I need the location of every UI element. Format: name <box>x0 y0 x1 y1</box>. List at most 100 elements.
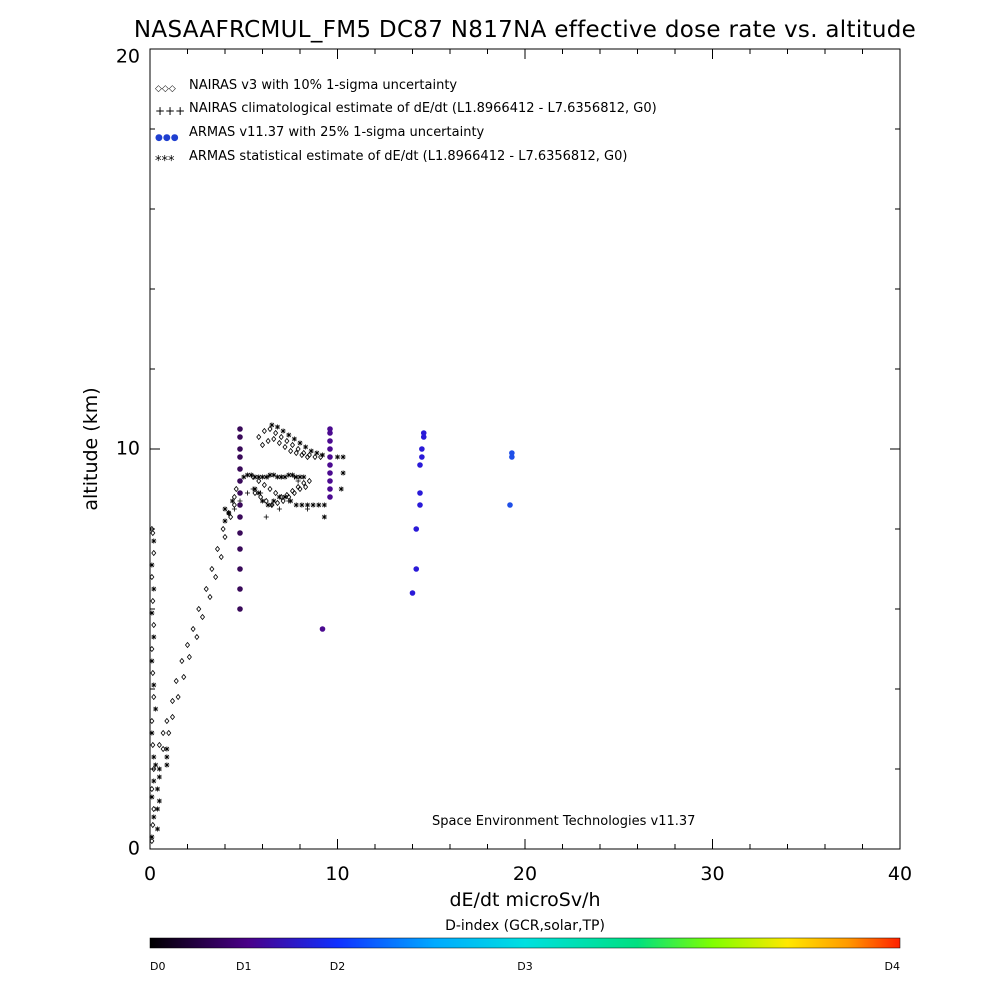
legend-symbol-nairas-clim: +++ <box>155 104 185 118</box>
armas-point <box>237 490 243 496</box>
colorbar-tick-label: D3 <box>517 960 532 973</box>
armas-stat-point <box>275 424 280 430</box>
nairas-v3-point <box>166 729 172 737</box>
armas-stat-point <box>260 498 265 504</box>
y-tick-label-20: 20 <box>116 46 140 68</box>
armas-point <box>327 462 333 468</box>
legend-label-nairas-v3: NAIRAS v3 with 10% 1-sigma uncertainty <box>189 78 457 93</box>
armas-point <box>507 502 513 508</box>
armas-stat-point <box>156 798 162 804</box>
axis-ticks <box>149 48 901 850</box>
armas-point <box>237 478 243 484</box>
legend-symbol-nairas-v3: ◇◇◇ <box>155 84 176 94</box>
armas-stat-point <box>271 498 277 504</box>
armas-stat-point <box>153 762 159 768</box>
armas-point <box>237 426 243 432</box>
armas-point <box>327 426 333 432</box>
nairas-v3-point <box>160 745 166 753</box>
armas-stat-point <box>301 474 307 480</box>
armas-point <box>327 470 333 476</box>
armas-point <box>237 530 243 536</box>
nairas-v3-point <box>179 657 185 665</box>
armas-stat-point <box>149 610 155 616</box>
nairas-v3-point <box>306 477 312 485</box>
armas-point <box>327 486 333 492</box>
nairas-v3-point <box>151 549 157 557</box>
nairas-v3-point <box>301 479 307 487</box>
armas-stat-point <box>265 502 271 508</box>
nairas-v3-point <box>209 565 215 573</box>
armas-stat-point <box>151 538 157 544</box>
armas-stat-point <box>291 436 297 442</box>
armas-stat-point <box>155 786 160 792</box>
nairas-v3-point <box>151 621 157 629</box>
armas-stat-point <box>303 444 309 450</box>
armas-stat-point <box>151 778 157 784</box>
armas-stat-point <box>293 502 299 508</box>
nairas-v3-point <box>288 447 294 455</box>
nairas-v3-point <box>151 765 157 773</box>
nairas-v3-point <box>160 729 166 737</box>
nairas-v3-point <box>256 477 262 485</box>
nairas-v3-point <box>207 593 213 601</box>
x-tick-label-20: 20 <box>513 863 537 885</box>
nairas-v3-point <box>280 497 286 505</box>
nairas-clim-point <box>276 506 282 512</box>
armas-point <box>237 514 243 520</box>
armas-stat-point <box>153 706 159 712</box>
nairas-v3-point <box>231 493 237 501</box>
nairas-v3-point <box>233 485 239 493</box>
nairas-v3-point <box>293 449 299 457</box>
nairas-v3-point <box>291 489 297 497</box>
armas-stat-point <box>156 774 162 780</box>
data-marks <box>149 422 515 845</box>
armas-stat-point <box>151 682 157 688</box>
nairas-v3-point <box>299 451 305 459</box>
armas-point <box>413 526 420 532</box>
x-tick-label-40: 40 <box>888 863 912 885</box>
armas-stat-point <box>310 502 316 508</box>
armas-stat-point <box>335 454 340 460</box>
nairas-v3-point <box>184 641 191 649</box>
nairas-v3-point <box>252 489 258 497</box>
nairas-v3-point <box>149 717 155 725</box>
nairas-v3-point <box>190 625 196 633</box>
colorbar-tick-label: D1 <box>236 960 251 973</box>
armas-point <box>417 502 423 508</box>
nairas-v3-point <box>150 821 156 829</box>
nairas-v3-point <box>151 805 157 813</box>
armas-stat-point <box>151 634 157 640</box>
nairas-v3-point <box>282 443 288 451</box>
nairas-v3-point <box>150 597 156 605</box>
nairas-clim-point <box>245 490 250 496</box>
armas-stat-point <box>151 814 157 820</box>
legend-label-armas: ARMAS v11.37 with 25% 1-sigma uncertaint… <box>189 125 485 140</box>
armas-stat-point <box>314 450 320 456</box>
armas-point <box>417 490 423 496</box>
nairas-v3-point <box>164 717 170 725</box>
armas-point <box>237 586 243 592</box>
nairas-v3-point <box>199 613 206 621</box>
armas-stat-point <box>164 754 170 760</box>
x-axis-label: dE/dt microSv/h <box>449 889 600 911</box>
nairas-v3-point <box>149 837 155 845</box>
nairas-v3-point <box>273 429 279 437</box>
y-tick-label-0: 0 <box>128 838 140 860</box>
nairas-v3-point <box>149 785 155 793</box>
nairas-v3-point <box>181 673 187 681</box>
nairas-clim-point <box>295 478 301 484</box>
y-axis-label: altitude (km) <box>80 387 102 510</box>
armas-stat-point <box>299 502 305 508</box>
nairas-v3-point <box>149 573 155 581</box>
x-tick-label-10: 10 <box>325 863 349 885</box>
nairas-v3-point <box>196 605 202 613</box>
armas-point <box>237 434 243 440</box>
chart-title: NASAAFRCMUL_FM5 DC87 N817NA effective do… <box>134 17 916 43</box>
nairas-v3-point <box>203 585 209 593</box>
nairas-v3-point <box>218 553 224 561</box>
x-tick-label-30: 30 <box>700 863 724 885</box>
nairas-v3-point <box>150 741 156 749</box>
nairas-v3-point <box>169 697 176 705</box>
armas-point <box>237 446 243 452</box>
